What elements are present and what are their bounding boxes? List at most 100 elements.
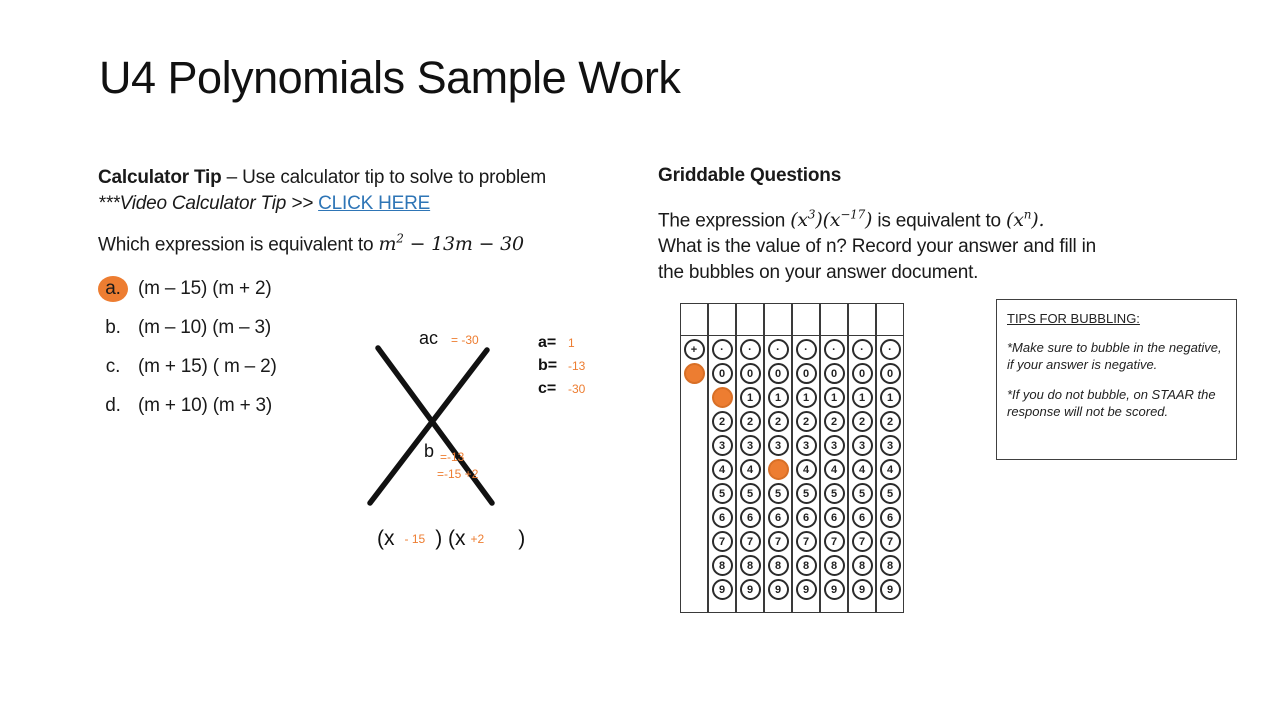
bubble-decimal[interactable]: · bbox=[851, 339, 873, 360]
bubble-7[interactable]: 7 bbox=[739, 531, 761, 552]
bubble-2[interactable]: 2 bbox=[851, 411, 873, 432]
bubble-6[interactable]: 6 bbox=[795, 507, 817, 528]
bubble-2[interactable]: 2 bbox=[739, 411, 761, 432]
bubble-7[interactable]: 7 bbox=[711, 531, 733, 552]
bubble-1[interactable]: 1 bbox=[767, 387, 789, 408]
bubble-9[interactable]: 9 bbox=[767, 579, 789, 600]
grid-column: · 0 1 2 3 4 5 6 7 8 9 bbox=[708, 303, 736, 613]
click-here-link[interactable]: CLICK HERE bbox=[318, 193, 431, 214]
bubble-plus[interactable]: + bbox=[683, 339, 705, 360]
bubble-9[interactable]: 9 bbox=[739, 579, 761, 600]
option-letter: a. bbox=[98, 275, 128, 302]
bubble-5[interactable]: 5 bbox=[823, 483, 845, 504]
bubble-8[interactable]: 8 bbox=[767, 555, 789, 576]
bubble-5[interactable]: 5 bbox=[795, 483, 817, 504]
bubble-3[interactable]: 3 bbox=[851, 435, 873, 456]
bubble-4[interactable]: 4 bbox=[879, 459, 901, 480]
bubble-decimal[interactable]: · bbox=[795, 339, 817, 360]
factored-p3: ) bbox=[518, 527, 526, 550]
bubble-6[interactable]: 6 bbox=[879, 507, 901, 528]
bubble-decimal[interactable]: · bbox=[739, 339, 761, 360]
griddable-heading: Griddable Questions bbox=[658, 165, 842, 186]
bubble-1[interactable]: 1 bbox=[739, 387, 761, 408]
bubble-decimal[interactable]: · bbox=[823, 339, 845, 360]
bubble-7[interactable]: 7 bbox=[823, 531, 845, 552]
bubble-9[interactable]: 9 bbox=[795, 579, 817, 600]
bubble-decimal[interactable]: · bbox=[879, 339, 901, 360]
grid-writein-box[interactable] bbox=[821, 304, 847, 336]
grid-column: · 0 1 2 3 4 5 6 7 8 9 bbox=[764, 303, 792, 613]
bubble-decimal[interactable]: · bbox=[767, 339, 789, 360]
option-row[interactable]: d. (m + 10) (m + 3) bbox=[98, 386, 648, 425]
bubble-7[interactable]: 7 bbox=[795, 531, 817, 552]
bubble-0[interactable]: 0 bbox=[711, 363, 733, 384]
bubble-4[interactable]: 4 bbox=[711, 459, 733, 480]
bubble-8[interactable]: 8 bbox=[739, 555, 761, 576]
bubble-9[interactable]: 9 bbox=[879, 579, 901, 600]
bubble-6[interactable]: 6 bbox=[851, 507, 873, 528]
bubble-3[interactable]: 3 bbox=[711, 435, 733, 456]
bubble-5[interactable]: 5 bbox=[739, 483, 761, 504]
bubble-8[interactable]: 8 bbox=[823, 555, 845, 576]
bubble-1[interactable]: 1 bbox=[795, 387, 817, 408]
bubble-2[interactable]: 2 bbox=[879, 411, 901, 432]
b-value: =-13 bbox=[440, 450, 465, 464]
bubble-0[interactable]: 0 bbox=[739, 363, 761, 384]
bubble-3[interactable]: 3 bbox=[767, 435, 789, 456]
bubble-9[interactable]: 9 bbox=[711, 579, 733, 600]
bubble-6[interactable]: 6 bbox=[739, 507, 761, 528]
grid-writein-box[interactable] bbox=[849, 304, 875, 336]
option-row[interactable]: c. (m + 15) ( m – 2) bbox=[98, 347, 648, 386]
bubble-4[interactable]: 4 bbox=[823, 459, 845, 480]
bubble-8[interactable]: 8 bbox=[795, 555, 817, 576]
grid-writein-box[interactable] bbox=[877, 304, 903, 336]
bubble-4[interactable]: 4 bbox=[851, 459, 873, 480]
coeff-label: a= bbox=[538, 334, 557, 351]
bubble-4[interactable]: 4 bbox=[767, 459, 789, 480]
bubble-2[interactable]: 2 bbox=[795, 411, 817, 432]
grid-writein-box[interactable] bbox=[737, 304, 763, 336]
bubble-8[interactable]: 8 bbox=[879, 555, 901, 576]
bubble-8[interactable]: 8 bbox=[711, 555, 733, 576]
bubble-5[interactable]: 5 bbox=[851, 483, 873, 504]
bubble-0[interactable]: 0 bbox=[823, 363, 845, 384]
bubble-3[interactable]: 3 bbox=[795, 435, 817, 456]
bubble-7[interactable]: 7 bbox=[767, 531, 789, 552]
bubble-9[interactable]: 9 bbox=[851, 579, 873, 600]
bubble-1[interactable]: 1 bbox=[711, 387, 733, 408]
bubble-2[interactable]: 2 bbox=[711, 411, 733, 432]
bubble-2[interactable]: 2 bbox=[823, 411, 845, 432]
bubble-7[interactable]: 7 bbox=[851, 531, 873, 552]
bubble-1[interactable]: 1 bbox=[879, 387, 901, 408]
bubble-6[interactable]: 6 bbox=[711, 507, 733, 528]
grid-writein-box[interactable] bbox=[709, 304, 735, 336]
bubble-7[interactable]: 7 bbox=[879, 531, 901, 552]
bubble-4[interactable]: 4 bbox=[739, 459, 761, 480]
option-row[interactable]: a. (m – 15) (m + 2) bbox=[98, 269, 648, 308]
bubble-3[interactable]: 3 bbox=[879, 435, 901, 456]
bubble-9[interactable]: 9 bbox=[823, 579, 845, 600]
bubble-6[interactable]: 6 bbox=[823, 507, 845, 528]
bubble-0[interactable]: 0 bbox=[851, 363, 873, 384]
bubble-minus[interactable]: − bbox=[683, 363, 705, 384]
grid-writein-box[interactable] bbox=[681, 304, 707, 336]
grid-writein-box[interactable] bbox=[765, 304, 791, 336]
bubble-3[interactable]: 3 bbox=[823, 435, 845, 456]
bubble-3[interactable]: 3 bbox=[739, 435, 761, 456]
bubble-2[interactable]: 2 bbox=[767, 411, 789, 432]
bubble-4[interactable]: 4 bbox=[795, 459, 817, 480]
bubble-0[interactable]: 0 bbox=[795, 363, 817, 384]
bubble-decimal[interactable]: · bbox=[711, 339, 733, 360]
bubble-0[interactable]: 0 bbox=[767, 363, 789, 384]
bubble-5[interactable]: 5 bbox=[767, 483, 789, 504]
coeff-value: -30 bbox=[568, 382, 586, 396]
bubble-0[interactable]: 0 bbox=[879, 363, 901, 384]
bubble-5[interactable]: 5 bbox=[879, 483, 901, 504]
bubble-1[interactable]: 1 bbox=[851, 387, 873, 408]
bubble-6[interactable]: 6 bbox=[767, 507, 789, 528]
bubble-5[interactable]: 5 bbox=[711, 483, 733, 504]
bubble-8[interactable]: 8 bbox=[851, 555, 873, 576]
option-row[interactable]: b. (m – 10) (m – 3) bbox=[98, 308, 648, 347]
bubble-1[interactable]: 1 bbox=[823, 387, 845, 408]
grid-writein-box[interactable] bbox=[793, 304, 819, 336]
